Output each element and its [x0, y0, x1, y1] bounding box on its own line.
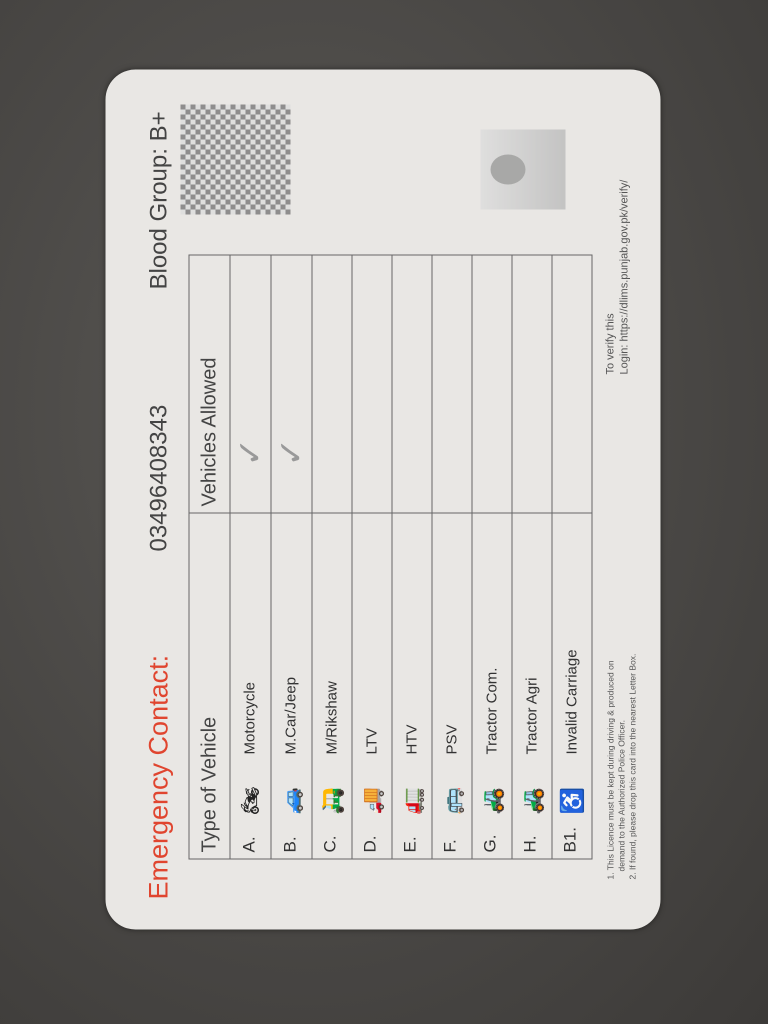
footnotes: 1. This Licence must be kept during driv… — [606, 654, 639, 880]
rickshaw-icon: 🛺 — [319, 787, 344, 815]
allowed-cell — [552, 255, 592, 513]
vehicle-type: PSV — [442, 724, 460, 755]
vehicle-type-cell: G. 🚜 Tractor Com. — [472, 513, 512, 859]
verify-line: To verify this — [604, 313, 617, 375]
header-type: Type of Vehicle — [189, 513, 230, 859]
row-letter: E. — [400, 836, 420, 853]
allowed-cell: ✓ — [271, 255, 312, 513]
allowed-cell — [512, 255, 552, 513]
table-row: C. 🛺 M/Rikshaw — [312, 255, 352, 859]
bus-icon: 🚌 — [439, 787, 464, 815]
vehicle-type-cell: H. 🚜 Tractor Agri — [512, 513, 552, 859]
vehicle-type-cell: C. 🛺 M/Rikshaw — [312, 513, 352, 859]
row-letter: C. — [320, 835, 340, 853]
allowed-cell — [352, 255, 392, 513]
vehicle-type: HTV — [402, 724, 420, 755]
motorcycle-icon: 🏍 — [237, 786, 263, 815]
vehicle-table: Type of Vehicle Vehicles Allowed A. 🏍 Moto… — [189, 255, 593, 860]
header-allowed: Vehicles Allowed — [189, 255, 230, 513]
note-2: 2. If found, please drop this card into … — [627, 653, 638, 880]
allowed-cell — [312, 255, 352, 513]
table-row: E. 🚛 HTV — [392, 255, 432, 859]
table-row: F. 🚌 PSV — [432, 255, 472, 859]
vehicle-type: M/Rikshaw — [322, 681, 340, 755]
holder-photo — [480, 129, 566, 210]
vehicle-type: Invalid Carriage — [562, 649, 580, 755]
row-letter: F. — [440, 839, 460, 853]
vehicle-type-cell: F. 🚌 PSV — [432, 513, 472, 859]
vehicle-type: Tractor Com. — [482, 667, 500, 755]
blood-group: Blood Group: B+ — [145, 111, 173, 290]
row-letter: B1. — [560, 826, 580, 853]
car-icon: 🚙 — [278, 787, 304, 815]
vehicle-type: Motorcycle — [241, 681, 259, 755]
table-row: B. 🚙 M.Car/Jeep ✓ — [271, 255, 312, 859]
allowed-cell — [472, 255, 512, 513]
emergency-phone: 03496408343 — [145, 404, 173, 552]
vehicle-type: LTV — [362, 728, 380, 755]
row-letter: A. — [239, 836, 259, 853]
vehicle-type-cell: E. 🚛 HTV — [392, 513, 432, 859]
verify-url: Login: https://dlims.punjab.gov.pk/verif… — [618, 179, 631, 375]
table-row: G. 🚜 Tractor Com. — [472, 255, 512, 859]
table-row: B1. ♿ Invalid Carriage — [552, 255, 592, 859]
vehicle-type-cell: A. 🏍 Motorcycle — [230, 513, 271, 859]
row-letter: D. — [360, 835, 380, 853]
vehicle-type: M.Car/Jeep — [282, 676, 300, 755]
check-icon: ✓ — [272, 438, 311, 467]
check-icon: ✓ — [231, 438, 270, 467]
tractor-icon: 🚜 — [519, 787, 544, 815]
table-row: D. 🚚 LTV — [352, 255, 392, 859]
heavy-truck-icon: 🚛 — [399, 787, 424, 815]
note-1: 1. This Licence must be kept during driv… — [605, 660, 616, 880]
verify-text: To verify this Login: https://dlims.punj… — [604, 180, 632, 375]
table-row: A. 🏍 Motorcycle ✓ — [230, 255, 271, 859]
truck-icon: 🚚 — [359, 787, 384, 815]
tractor-trailer-icon: 🚜 — [479, 787, 504, 815]
row-letter: B. — [280, 836, 300, 853]
vehicle-type-cell: D. 🚚 LTV — [352, 513, 392, 859]
vehicle-type-cell: B1. ♿ Invalid Carriage — [552, 513, 592, 859]
allowed-cell — [432, 255, 472, 513]
allowed-cell — [392, 255, 432, 513]
vehicle-type: Tractor Agri — [522, 677, 540, 755]
emergency-contact-label: Emergency Contact: — [143, 654, 174, 900]
wheelchair-icon: ♿ — [559, 787, 584, 815]
note-1-cont: demand to the Authorized Police Officer. — [616, 719, 627, 872]
table-row: H. 🚜 Tractor Agri — [512, 255, 552, 859]
allowed-cell: ✓ — [230, 255, 271, 513]
qr-code — [180, 104, 291, 215]
vehicle-type-cell: B. 🚙 M.Car/Jeep — [271, 513, 312, 859]
driving-licence-card: Emergency Contact: 03496408343 Blood Gro… — [105, 69, 661, 930]
row-letter: G. — [480, 834, 500, 853]
row-letter: H. — [520, 835, 540, 853]
